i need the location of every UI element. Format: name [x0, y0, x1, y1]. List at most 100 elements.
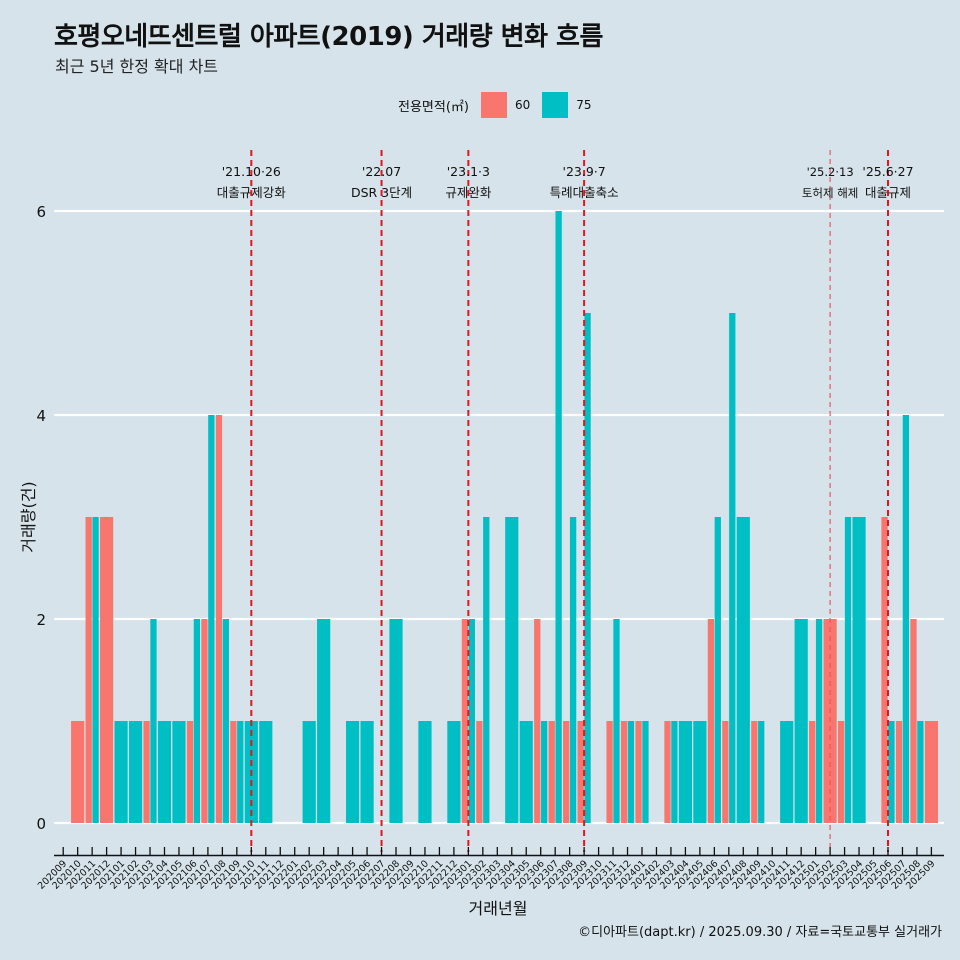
bar-75-202312	[627, 721, 635, 823]
bar-75-202104	[157, 721, 172, 823]
bar-75-202203	[317, 619, 331, 823]
bar-60-202401	[635, 721, 642, 823]
bar-75-202205	[346, 721, 360, 823]
bar-75-202309	[584, 313, 591, 823]
bar-75-202406	[714, 517, 721, 823]
legend-key-60	[480, 92, 507, 118]
y-axis: 0 2 4 6	[36, 203, 46, 833]
event-label: DSR 3단계	[351, 185, 412, 200]
bar-75-202501	[815, 619, 823, 823]
event-annotations: '21.10·26 대출규제강화 '22.07 DSR 3단계 '23.1·3 규제완화 '…	[217, 164, 914, 200]
bar-75-202412	[794, 619, 808, 823]
chart-subtitle: 최근 5년 한정 확대 차트	[55, 57, 219, 76]
bar-60-202507	[895, 721, 903, 823]
bar-75-202503	[844, 517, 852, 823]
bar-75-202208	[389, 619, 403, 823]
bar-60-202506	[881, 517, 888, 823]
event-date: '25.6·27	[862, 164, 913, 179]
bar-60-202501	[809, 721, 816, 823]
legend-title: 전용면적(㎡)	[398, 99, 469, 115]
event-label: 대출규제강화	[217, 185, 287, 200]
bar-60-202307	[548, 721, 555, 823]
bar-60-202309	[577, 721, 584, 823]
bar-75-202403	[671, 721, 678, 823]
bar-60-202306	[534, 619, 541, 823]
bar-75-202508	[917, 721, 924, 823]
bar-75-202202	[302, 721, 316, 823]
bar-75-202409	[758, 721, 765, 823]
bar-75-202405	[693, 721, 707, 823]
bar-75-202106	[193, 619, 201, 823]
bar-75-202308	[569, 517, 577, 823]
bars	[71, 211, 938, 823]
bar-75-202212	[447, 721, 461, 823]
event-label: 특례대출축소	[550, 185, 619, 200]
bar-75-202103	[150, 619, 157, 823]
source-caption: ©디아파트(dapt.kr) / 2025.09.30 / 자료=국토교통부 실…	[578, 925, 942, 940]
legend-label-75: 75	[576, 98, 592, 112]
bar-75-202404	[678, 721, 693, 823]
bar-60-202508	[910, 619, 917, 823]
bar-75-202109	[237, 721, 244, 823]
y-tick-label: 6	[36, 203, 46, 221]
bar-75-202306	[541, 721, 548, 823]
x-axis: 2020092020102020112020122021012021022021…	[36, 847, 944, 892]
y-tick-label: 4	[36, 407, 46, 425]
bar-60-202308	[563, 721, 570, 823]
bar-75-202108	[222, 619, 229, 823]
bar-60-202011	[85, 517, 92, 823]
event-date: '21.10·26	[222, 164, 281, 179]
chart-title: 호평오네뜨센트럴 아파트(2019) 거래량 변화 흐름	[54, 22, 603, 52]
bar-75-202206	[360, 721, 374, 823]
bar-75-202401	[642, 721, 649, 823]
bar-60-202108	[215, 415, 223, 823]
event-date: '22.07	[362, 164, 401, 179]
bar-75-202107	[208, 415, 215, 823]
event-label: 규제완화	[445, 185, 492, 200]
bar-75-202408	[736, 517, 750, 823]
x-axis-label: 거래년월	[469, 899, 528, 918]
event-label: 토허제 해제	[802, 186, 859, 200]
bar-60-202301	[461, 619, 469, 823]
bar-60-202302	[476, 721, 483, 823]
legend-key-75	[542, 92, 569, 118]
legend-label-60: 60	[514, 98, 531, 112]
event-date: '23.1·3	[447, 164, 490, 179]
bar-75-202102	[128, 721, 143, 823]
bar-60-202107	[201, 619, 208, 823]
bar-60-202503	[837, 721, 845, 823]
bar-75-202111	[259, 721, 273, 823]
bar-60-202403	[664, 721, 671, 823]
event-date: '23.9·7	[563, 164, 606, 179]
bar-60-202311	[606, 721, 613, 823]
bar-75-202101	[114, 721, 128, 823]
bar-60-202509	[924, 721, 938, 823]
bar-75-202307	[555, 211, 562, 823]
bar-75-202311	[613, 619, 620, 823]
event-lines	[250, 150, 889, 852]
bar-60-202406	[707, 619, 715, 823]
bar-60-202407	[722, 721, 729, 823]
bar-75-202302	[483, 517, 490, 823]
bar-60-202010	[71, 721, 85, 823]
bar-75-202407	[729, 313, 736, 823]
y-tick-label: 0	[36, 815, 46, 833]
bar-60-202012	[100, 517, 114, 823]
legend: 전용면적(㎡) 60 75	[398, 92, 604, 118]
bar-75-202504	[852, 517, 866, 823]
bar-75-202305	[519, 721, 533, 823]
bar-75-202304	[505, 517, 519, 823]
bar-75-202507	[902, 415, 910, 823]
bar-75-202105	[172, 721, 186, 823]
event-label: 대출규제	[865, 185, 911, 200]
bar-60-202109	[230, 721, 237, 823]
bar-75-202411	[780, 721, 794, 823]
bar-60-202103	[143, 721, 150, 823]
y-axis-label: 거래량(건)	[19, 481, 38, 552]
event-date: '25.2·13	[807, 165, 854, 179]
bar-75-202210	[418, 721, 432, 823]
y-tick-label: 2	[36, 611, 46, 629]
bar-60-202312	[620, 721, 628, 823]
bar-75-202011	[92, 517, 99, 823]
